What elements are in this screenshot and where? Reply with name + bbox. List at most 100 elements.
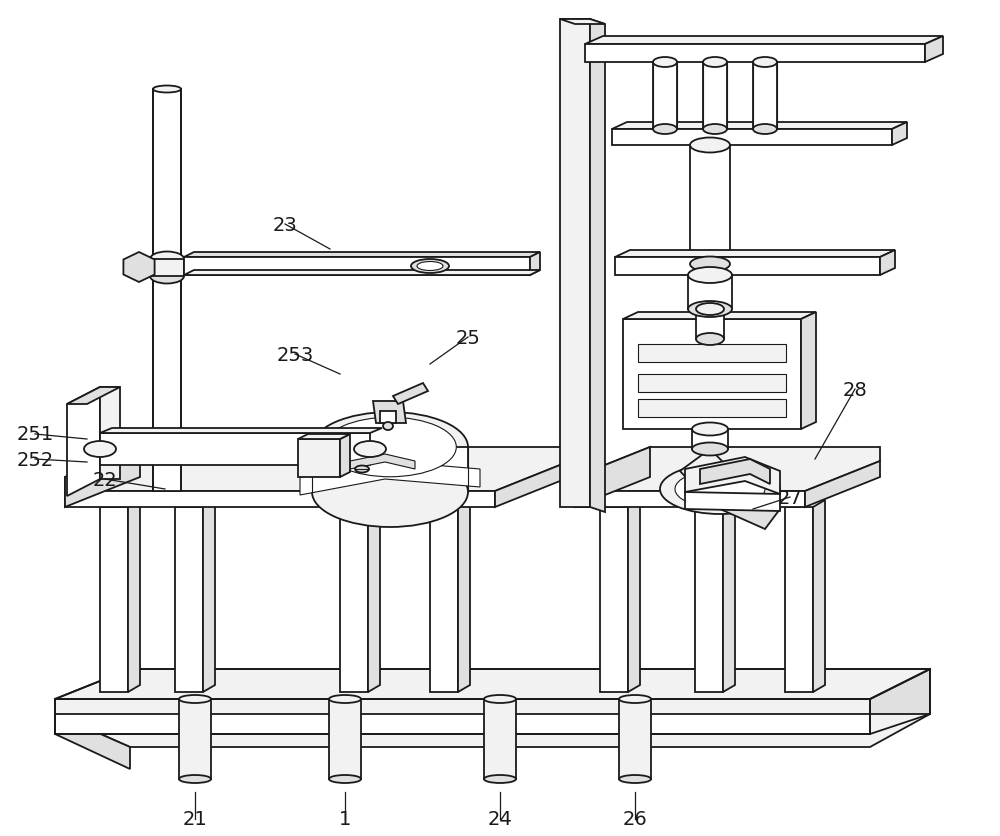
Ellipse shape: [411, 260, 449, 273]
Polygon shape: [612, 130, 892, 145]
Polygon shape: [703, 63, 727, 130]
Polygon shape: [892, 123, 907, 145]
Text: 28: 28: [843, 380, 867, 399]
Ellipse shape: [150, 269, 184, 284]
Polygon shape: [184, 252, 540, 257]
Ellipse shape: [417, 263, 443, 271]
Polygon shape: [690, 145, 730, 265]
Polygon shape: [312, 447, 468, 492]
Polygon shape: [55, 699, 930, 747]
Polygon shape: [123, 252, 155, 283]
Bar: [638, 375, 786, 393]
Ellipse shape: [355, 466, 369, 473]
Polygon shape: [67, 388, 100, 497]
Polygon shape: [203, 501, 215, 692]
Polygon shape: [530, 252, 540, 276]
Polygon shape: [55, 714, 130, 769]
Polygon shape: [65, 447, 570, 492]
Polygon shape: [340, 507, 368, 692]
Ellipse shape: [753, 58, 777, 68]
Polygon shape: [628, 501, 640, 692]
Polygon shape: [560, 20, 605, 25]
Text: 1: 1: [339, 809, 351, 828]
Ellipse shape: [484, 775, 516, 783]
Polygon shape: [870, 669, 930, 714]
Polygon shape: [100, 507, 128, 692]
Text: 25: 25: [456, 328, 480, 347]
Ellipse shape: [753, 125, 777, 135]
Polygon shape: [619, 699, 651, 779]
Polygon shape: [623, 313, 816, 319]
Ellipse shape: [383, 422, 393, 431]
Ellipse shape: [619, 775, 651, 783]
Polygon shape: [340, 435, 350, 477]
Polygon shape: [813, 501, 825, 692]
Text: 252: 252: [16, 450, 54, 469]
Polygon shape: [925, 37, 943, 63]
Text: 26: 26: [623, 809, 647, 828]
Polygon shape: [585, 45, 925, 63]
Ellipse shape: [354, 441, 386, 457]
Text: 22: 22: [93, 470, 117, 489]
Polygon shape: [380, 411, 396, 424]
Polygon shape: [100, 429, 382, 434]
Polygon shape: [685, 457, 780, 494]
Polygon shape: [495, 461, 570, 507]
Text: 23: 23: [273, 215, 297, 234]
Polygon shape: [300, 461, 480, 496]
Polygon shape: [880, 251, 895, 276]
Polygon shape: [680, 450, 750, 509]
Polygon shape: [723, 501, 735, 692]
Polygon shape: [179, 699, 211, 779]
Bar: [638, 344, 786, 363]
Polygon shape: [753, 63, 777, 130]
Polygon shape: [653, 63, 677, 130]
Text: 251: 251: [16, 425, 54, 444]
Polygon shape: [128, 501, 140, 692]
Ellipse shape: [692, 443, 728, 456]
Polygon shape: [600, 507, 628, 692]
Polygon shape: [100, 388, 120, 479]
Polygon shape: [55, 669, 930, 699]
Ellipse shape: [653, 58, 677, 68]
Polygon shape: [585, 37, 943, 45]
Bar: [638, 400, 786, 417]
Polygon shape: [298, 435, 350, 440]
Polygon shape: [484, 699, 516, 779]
Ellipse shape: [179, 775, 211, 783]
Ellipse shape: [688, 268, 732, 283]
Polygon shape: [623, 319, 801, 430]
Polygon shape: [590, 20, 605, 512]
Polygon shape: [430, 507, 458, 692]
Ellipse shape: [703, 125, 727, 135]
Polygon shape: [700, 460, 770, 484]
Ellipse shape: [653, 125, 677, 135]
Polygon shape: [150, 260, 184, 277]
Polygon shape: [458, 501, 470, 692]
Polygon shape: [801, 313, 816, 430]
Ellipse shape: [329, 775, 361, 783]
Polygon shape: [67, 388, 120, 405]
Text: 24: 24: [488, 809, 512, 828]
Polygon shape: [615, 257, 880, 276]
Polygon shape: [575, 492, 805, 507]
Ellipse shape: [696, 334, 724, 345]
Ellipse shape: [688, 302, 732, 318]
Polygon shape: [373, 401, 406, 424]
Ellipse shape: [690, 257, 730, 273]
Polygon shape: [184, 257, 530, 276]
Polygon shape: [695, 507, 723, 692]
Polygon shape: [175, 507, 203, 692]
Polygon shape: [55, 714, 870, 734]
Text: 253: 253: [276, 345, 314, 364]
Polygon shape: [65, 492, 495, 507]
Ellipse shape: [660, 465, 780, 514]
Polygon shape: [560, 20, 590, 507]
Polygon shape: [393, 384, 428, 405]
Polygon shape: [692, 430, 728, 450]
Polygon shape: [688, 276, 732, 309]
Ellipse shape: [153, 86, 181, 94]
Polygon shape: [805, 461, 880, 507]
Ellipse shape: [690, 138, 730, 153]
Ellipse shape: [324, 418, 456, 477]
